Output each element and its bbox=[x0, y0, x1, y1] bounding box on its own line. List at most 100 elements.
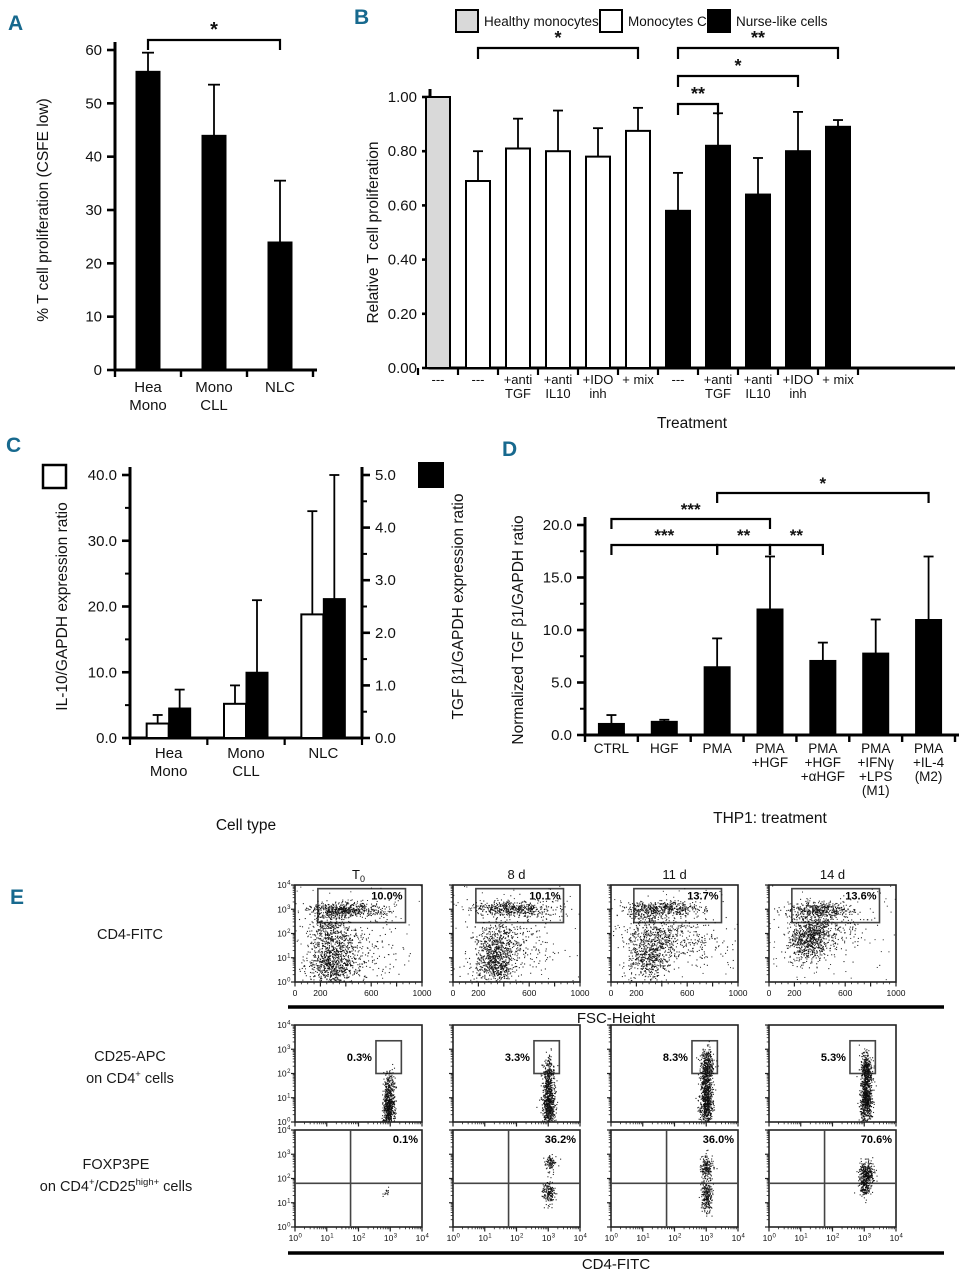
panel-label-e: E bbox=[10, 886, 25, 909]
svg-text:***: *** bbox=[654, 526, 674, 545]
svg-text:0.0: 0.0 bbox=[551, 727, 572, 744]
svg-text:10: 10 bbox=[85, 309, 102, 326]
svg-text:CTRL: CTRL bbox=[594, 741, 630, 756]
svg-text:+anti: +anti bbox=[744, 372, 773, 387]
svg-text:Healthy monocytes: Healthy monocytes bbox=[484, 14, 599, 29]
svg-text:2.0: 2.0 bbox=[375, 625, 396, 642]
svg-text:30: 30 bbox=[85, 202, 102, 219]
panel-b-bar-chart: 0.00 0.20 0.40 0.60 0.80 1.00 --- --- +anti TGF +a… bbox=[352, 0, 962, 448]
svg-text:CLL: CLL bbox=[200, 397, 228, 414]
svg-text:---: --- bbox=[432, 372, 445, 387]
svg-text:Treatment: Treatment bbox=[657, 415, 728, 432]
svg-text:4.0: 4.0 bbox=[375, 520, 396, 537]
svg-text:Cell type: Cell type bbox=[216, 817, 276, 834]
svg-text:TGF: TGF bbox=[505, 386, 531, 401]
svg-text:IL10: IL10 bbox=[545, 386, 570, 401]
flow-cytometry-plots bbox=[230, 865, 962, 1280]
flow-row-label-cd4-fitc: CD4-FITC bbox=[96, 927, 164, 943]
svg-text:0.20: 0.20 bbox=[388, 306, 417, 323]
svg-text:---: --- bbox=[472, 372, 485, 387]
svg-text:IL-10/GAPDH expression ratio: IL-10/GAPDH expression ratio bbox=[54, 502, 71, 710]
svg-text:*: * bbox=[734, 56, 741, 76]
svg-text:+anti: +anti bbox=[504, 372, 533, 387]
svg-text:0.60: 0.60 bbox=[388, 197, 417, 214]
panel-label-d: D bbox=[502, 438, 518, 461]
svg-text:inh: inh bbox=[789, 386, 806, 401]
svg-text:NLC: NLC bbox=[308, 745, 338, 762]
svg-text:HGF: HGF bbox=[650, 741, 679, 756]
svg-text:**: ** bbox=[790, 526, 804, 545]
panel-d-bar-chart: 0.0 5.0 10.0 15.0 20.0 CTRL HGF PMA PMA +HGF PMA +H… bbox=[495, 445, 962, 845]
svg-text:PMA: PMA bbox=[861, 741, 890, 756]
panel-c-dual-axis-bar-chart: 0.0 10.0 20.0 30.0 40.0 0.0 1.0 2.0 3.0 4.0 5.0 Hea… bbox=[15, 440, 485, 860]
svg-text:Normalized TGF β1/GAPDH ratio: Normalized TGF β1/GAPDH ratio bbox=[510, 515, 527, 744]
svg-text:20.0: 20.0 bbox=[543, 517, 572, 534]
svg-text:inh: inh bbox=[589, 386, 606, 401]
svg-text:1.0: 1.0 bbox=[375, 677, 396, 694]
svg-text:+HGF: +HGF bbox=[805, 755, 841, 770]
svg-text:40: 40 bbox=[85, 149, 102, 166]
svg-text:3.0: 3.0 bbox=[375, 572, 396, 589]
panel-label-b: B bbox=[354, 6, 370, 29]
svg-text:0: 0 bbox=[94, 362, 102, 379]
svg-text:+αHGF: +αHGF bbox=[801, 769, 845, 784]
svg-text:PMA: PMA bbox=[914, 741, 943, 756]
svg-text:+ mix: + mix bbox=[822, 372, 854, 387]
svg-text:20.0: 20.0 bbox=[88, 599, 117, 616]
svg-text:*: * bbox=[210, 19, 218, 41]
svg-text:Nurse-like cells: Nurse-like cells bbox=[736, 14, 828, 29]
svg-text:10.0: 10.0 bbox=[88, 664, 117, 681]
svg-text:***: *** bbox=[681, 500, 701, 519]
svg-text:Mono: Mono bbox=[195, 379, 233, 396]
svg-text:(M2): (M2) bbox=[915, 769, 943, 784]
svg-text:30.0: 30.0 bbox=[88, 533, 117, 550]
svg-text:+anti: +anti bbox=[544, 372, 573, 387]
svg-text:50: 50 bbox=[85, 95, 102, 112]
svg-text:Hea: Hea bbox=[134, 379, 162, 396]
svg-text:TGF β1/GAPDH expression ratio: TGF β1/GAPDH expression ratio bbox=[450, 494, 467, 720]
svg-text:+HGF: +HGF bbox=[752, 755, 788, 770]
svg-text:CLL: CLL bbox=[232, 763, 260, 780]
svg-text:0.40: 0.40 bbox=[388, 252, 417, 269]
svg-text:PMA: PMA bbox=[755, 741, 784, 756]
svg-text:Mono: Mono bbox=[150, 763, 188, 780]
svg-text:10.0: 10.0 bbox=[543, 622, 572, 639]
svg-text:20: 20 bbox=[85, 255, 102, 272]
svg-text:40.0: 40.0 bbox=[88, 467, 117, 484]
svg-text:Mono: Mono bbox=[129, 397, 167, 414]
panel-a-bar-chart: 0 10 20 30 40 50 60 Hea Mono Mono CLL NLC *% T cell … bbox=[18, 18, 348, 438]
svg-text:+ mix: + mix bbox=[622, 372, 654, 387]
svg-text:(M1): (M1) bbox=[862, 783, 890, 798]
svg-text:**: ** bbox=[737, 526, 751, 545]
panel-label-a: A bbox=[8, 12, 24, 35]
svg-text:Relative T cell proliferation: Relative T cell proliferation bbox=[365, 141, 382, 323]
svg-text:+IFNγ: +IFNγ bbox=[858, 755, 895, 770]
svg-text:TGF: TGF bbox=[705, 386, 731, 401]
svg-text:PMA: PMA bbox=[808, 741, 837, 756]
svg-text:+IDO: +IDO bbox=[583, 372, 614, 387]
svg-text:+IDO: +IDO bbox=[783, 372, 814, 387]
svg-text:NLC: NLC bbox=[265, 379, 295, 396]
svg-text:0.0: 0.0 bbox=[96, 730, 117, 747]
svg-text:% T cell proliferation (CSFE l: % T cell proliferation (CSFE low) bbox=[35, 98, 52, 321]
svg-text:+anti: +anti bbox=[704, 372, 733, 387]
svg-text:Monocytes CLL: Monocytes CLL bbox=[628, 14, 722, 29]
svg-text:1.00: 1.00 bbox=[388, 89, 417, 106]
svg-text:5.0: 5.0 bbox=[551, 675, 572, 692]
svg-text:60: 60 bbox=[85, 42, 102, 59]
svg-text:**: ** bbox=[691, 84, 705, 104]
svg-text:15.0: 15.0 bbox=[543, 570, 572, 587]
svg-text:PMA: PMA bbox=[703, 741, 732, 756]
svg-text:5.0: 5.0 bbox=[375, 467, 396, 484]
svg-text:0.0: 0.0 bbox=[375, 730, 396, 747]
svg-text:+LPS: +LPS bbox=[859, 769, 892, 784]
svg-text:+IL-4: +IL-4 bbox=[913, 755, 945, 770]
svg-text:**: ** bbox=[751, 28, 765, 48]
flow-row-label-cd25-apc: CD25-APC on CD4+ cells bbox=[86, 1049, 174, 1087]
svg-text:Hea: Hea bbox=[155, 745, 183, 762]
svg-text:*: * bbox=[554, 28, 561, 48]
panel-label-c: C bbox=[6, 434, 22, 457]
svg-text:IL10: IL10 bbox=[745, 386, 770, 401]
svg-text:0.00: 0.00 bbox=[388, 360, 417, 377]
